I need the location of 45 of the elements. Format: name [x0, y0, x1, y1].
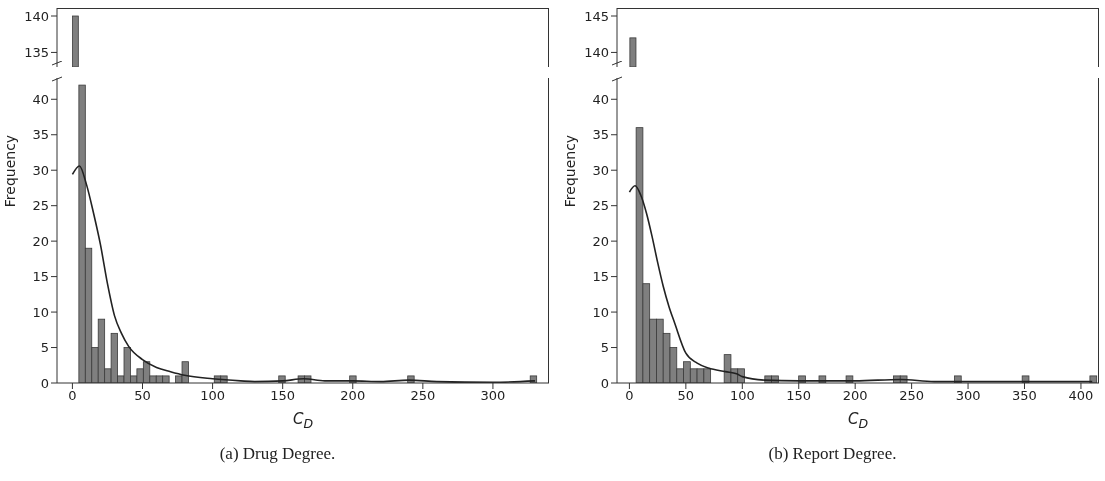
x-tick-label: 200 — [842, 388, 868, 404]
y-tick-label: 25 — [32, 198, 49, 214]
y-tick-label: 10 — [592, 304, 609, 320]
y-tick-label: 0 — [40, 375, 49, 391]
x-tick-label: 150 — [270, 388, 296, 404]
x-tick-label: 100 — [729, 388, 755, 404]
y-tick-label: 35 — [32, 127, 49, 143]
x-tick-label: 350 — [1012, 388, 1037, 404]
x-tick-label: 150 — [786, 388, 812, 404]
y-tick-label: 5 — [600, 340, 609, 356]
x-tick-label: 300 — [955, 388, 981, 404]
y-tick-label: 15 — [592, 269, 609, 285]
text: (a) Drug Degree. — [218, 444, 337, 464]
y-tick-label: 140 — [584, 45, 609, 61]
y-tick-label: 40 — [592, 91, 609, 107]
y-tick-label: 135 — [24, 45, 49, 61]
y-tick-label: 30 — [32, 162, 49, 178]
y-tick-label: 145 — [584, 8, 609, 24]
x-tick-label: 250 — [899, 388, 925, 404]
y-tick-label: 5 — [40, 340, 49, 356]
line-series — [71, 165, 536, 383]
x-tick-label: 400 — [1068, 388, 1094, 404]
y-tick-label: 0 — [600, 375, 609, 391]
y-tick-label: 30 — [592, 162, 609, 178]
x-tick-label: 100 — [200, 388, 225, 404]
y-tick-label: 140 — [24, 8, 49, 24]
y-tick-label: 20 — [592, 233, 609, 249]
y-axis-title: Frequency — [2, 133, 18, 209]
x-tick-label: 0 — [68, 388, 77, 404]
y-tick-label: 20 — [32, 233, 49, 249]
y-tick-label: 10 — [32, 304, 49, 320]
x-tick-label: 300 — [480, 388, 506, 404]
x-tick-label: 200 — [340, 388, 366, 404]
x-axis-title: C$_{D}$ — [846, 410, 870, 431]
y-tick-label: 15 — [32, 269, 49, 285]
x-axis-title: C$_{D}$ — [291, 410, 315, 431]
x-tick-label: 0 — [625, 388, 634, 404]
text: (b) Report Degree. — [767, 444, 898, 464]
y-axis-title: Frequency — [562, 133, 578, 209]
x-tick-label: 250 — [410, 388, 436, 404]
x-tick-label: 50 — [677, 388, 695, 404]
x-tick-label: 50 — [134, 388, 151, 404]
y-tick-label: 40 — [32, 91, 49, 107]
y-tick-label: 25 — [592, 198, 609, 214]
y-tick-label: 35 — [592, 127, 609, 143]
